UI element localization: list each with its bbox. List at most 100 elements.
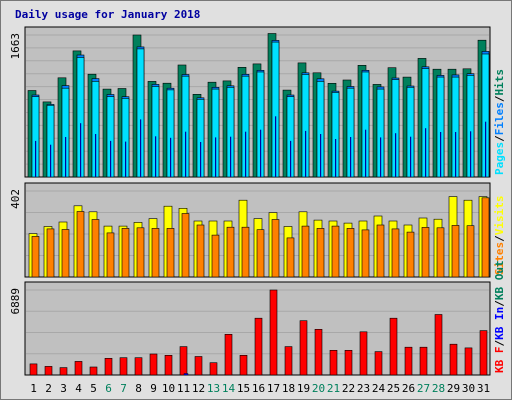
legend-separator: / <box>493 95 506 102</box>
x-label-day-29: 29 <box>447 382 460 395</box>
bar-sites-day-16 <box>256 229 265 278</box>
bar-sites-day-22 <box>346 228 355 278</box>
bar-sites-day-26 <box>406 231 415 278</box>
chart-title: Daily usage for January 2018 <box>15 8 200 21</box>
bar-files-detail-day-21 <box>335 139 337 177</box>
legend-item-sites: Sites <box>493 242 506 275</box>
x-label-day-10: 10 <box>162 382 175 395</box>
bar-files-detail-day-19 <box>305 130 307 177</box>
bar-sites-day-3 <box>61 229 70 278</box>
bar-kbf-day-28 <box>434 314 443 376</box>
legend-item-files: Files <box>493 102 506 135</box>
bar-kbf-day-26 <box>404 346 413 376</box>
bar-sites-day-4 <box>76 211 85 278</box>
bar-kbf-day-11 <box>179 346 188 376</box>
bar-sites-day-19 <box>301 225 310 278</box>
legend-separator: / <box>493 235 506 242</box>
legend-kb-in-out: KB F/KB In/KB Out <box>493 260 506 373</box>
bar-kbf-day-29 <box>449 343 458 376</box>
bar-kbf-day-7 <box>119 357 128 376</box>
legend-item-kb-f: KB F <box>493 347 506 374</box>
bar-kbf-day-27 <box>419 346 428 376</box>
bar-sites-day-14 <box>226 226 235 278</box>
bar-sites-day-29 <box>451 225 460 278</box>
x-label-day-20: 20 <box>312 382 325 395</box>
bar-files-detail-day-28 <box>440 132 442 177</box>
bar-sites-day-15 <box>241 226 250 278</box>
bar-sites-day-31 <box>481 197 490 278</box>
x-label-day-17: 17 <box>267 382 280 395</box>
bar-kbf-day-31 <box>479 330 488 376</box>
bar-sites-day-21 <box>331 225 340 278</box>
x-label-day-16: 16 <box>252 382 265 395</box>
y-max-label: 1663 <box>9 33 22 60</box>
bar-files-detail-day-8 <box>140 119 142 177</box>
bar-kbf-day-20 <box>314 328 323 376</box>
bar-sites-day-11 <box>181 213 190 278</box>
x-label-day-22: 22 <box>342 382 355 395</box>
bar-files-detail-day-24 <box>380 137 382 177</box>
legend-item-kb-out: KB Out <box>493 260 506 300</box>
bar-sites-day-24 <box>376 224 385 278</box>
legend-item-pages: Pages <box>493 142 506 175</box>
bar-sites-day-27 <box>421 227 430 278</box>
legend-separator: / <box>493 300 506 307</box>
bar-kbf-day-3 <box>59 367 68 376</box>
legend-separator: / <box>493 135 506 142</box>
bar-files-detail-day-17 <box>275 116 277 177</box>
bar-files-detail-day-29 <box>455 132 457 177</box>
bar-kbf-day-24 <box>374 351 383 376</box>
x-label-day-26: 26 <box>402 382 415 395</box>
bar-files-detail-day-14 <box>230 136 232 177</box>
bar-sites-day-17 <box>271 219 280 278</box>
bar-sites-day-1 <box>31 236 40 278</box>
bar-files-detail-day-13 <box>215 137 217 177</box>
x-label-day-5: 5 <box>90 382 97 395</box>
bar-sites-day-13 <box>211 234 220 278</box>
bar-files-detail-day-4 <box>80 123 82 177</box>
bar-kbf-day-8 <box>134 357 143 376</box>
bar-sites-day-6 <box>106 232 115 278</box>
x-label-day-4: 4 <box>75 382 82 395</box>
bar-sites-day-18 <box>286 237 295 278</box>
bar-files-detail-day-31 <box>485 121 487 177</box>
bar-sites-day-5 <box>91 219 100 278</box>
bar-sites-day-9 <box>151 228 160 278</box>
x-label-day-2: 2 <box>45 382 52 395</box>
bar-files-detail-day-16 <box>260 129 262 177</box>
bar-kbf-day-23 <box>359 331 368 376</box>
bar-files-detail-day-27 <box>425 128 427 177</box>
bar-kbf-day-25 <box>389 317 398 376</box>
bar-kbf-day-19 <box>299 320 308 376</box>
x-label-day-13: 13 <box>207 382 220 395</box>
bar-kbf-day-18 <box>284 346 293 376</box>
bar-sites-day-25 <box>391 228 400 278</box>
bar-files-detail-day-30 <box>470 131 472 177</box>
x-axis-labels: 1 2 3 4 5 6 7 8 9 10 11 12 13 14 15 16 17 18 19 20 21 22 23 24 2… <box>30 382 490 395</box>
bar-files-detail-day-11 <box>185 131 187 177</box>
bar-files-detail-day-6 <box>110 140 112 177</box>
bar-kbf-day-12 <box>194 356 203 376</box>
bar-kbf-day-30 <box>464 347 473 376</box>
bar-files-detail-day-23 <box>365 129 367 177</box>
bar-sites-day-12 <box>196 224 205 278</box>
y-max-label: 6889 <box>9 288 22 315</box>
bar-sites-day-28 <box>436 227 445 278</box>
x-label-day-23: 23 <box>357 382 370 395</box>
bar-files-detail-day-5 <box>95 134 97 177</box>
bar-files-detail-day-2 <box>50 144 52 177</box>
x-label-day-24: 24 <box>372 382 386 395</box>
x-label-day-14: 14 <box>222 382 236 395</box>
x-label-day-12: 12 <box>192 382 205 395</box>
bar-files-detail-day-22 <box>350 137 352 177</box>
x-label-day-15: 15 <box>237 382 250 395</box>
x-label-day-27: 27 <box>417 382 430 395</box>
bar-kbf-day-17 <box>269 289 278 376</box>
x-label-day-25: 25 <box>387 382 400 395</box>
panel-visits-sites: 402 Sites/Visits <box>9 182 506 278</box>
bar-files-detail-day-12 <box>200 142 202 177</box>
bar-sites-day-10 <box>166 228 175 278</box>
x-label-day-11: 11 <box>177 382 190 395</box>
x-label-day-3: 3 <box>60 382 67 395</box>
